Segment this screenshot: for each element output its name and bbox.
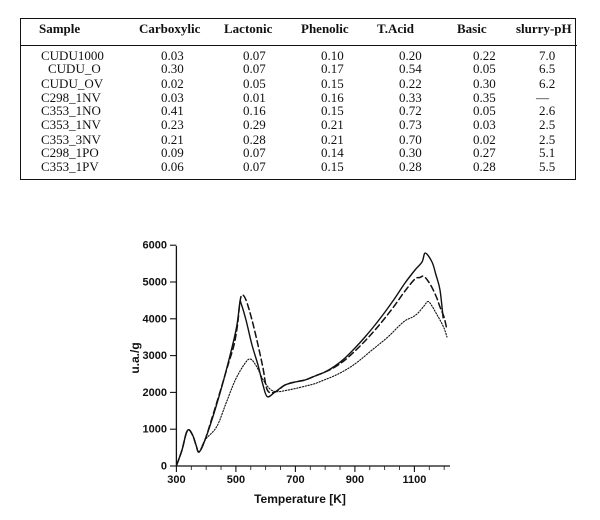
svg-text:1100: 1100 [402,474,426,486]
svg-text:4000: 4000 [143,313,167,325]
svg-text:2000: 2000 [143,387,167,399]
svg-text:700: 700 [286,474,304,486]
svg-text:3000: 3000 [143,350,167,362]
svg-text:500: 500 [227,474,245,486]
svg-text:Temperature [K]: Temperature [K] [254,492,346,506]
svg-text:1000: 1000 [143,424,167,436]
svg-text:u.a./g: u.a./g [128,342,142,373]
svg-text:5000: 5000 [143,277,167,289]
svg-text:0: 0 [161,461,167,473]
svg-text:900: 900 [346,474,364,486]
svg-text:6000: 6000 [143,240,167,252]
svg-text:300: 300 [167,474,185,486]
